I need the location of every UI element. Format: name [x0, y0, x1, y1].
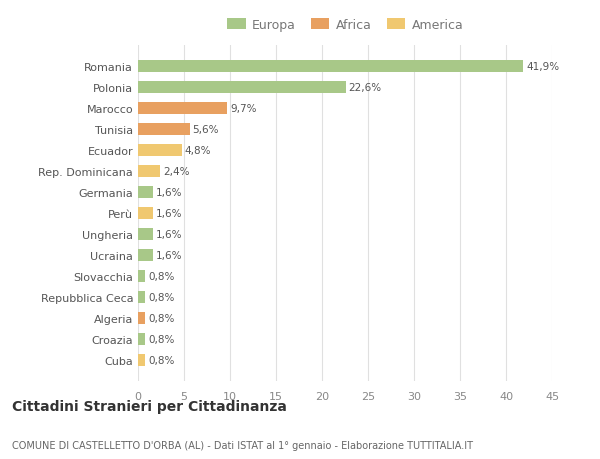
Bar — [138, 229, 153, 240]
Text: 4,8%: 4,8% — [185, 146, 211, 156]
Bar — [138, 270, 145, 282]
Text: 41,9%: 41,9% — [526, 62, 559, 72]
Legend: Europa, Africa, America: Europa, Africa, America — [227, 19, 463, 32]
Bar — [138, 333, 145, 345]
Bar — [138, 166, 160, 177]
Bar — [138, 103, 227, 114]
Bar — [138, 124, 190, 135]
Bar — [138, 145, 182, 157]
Bar — [138, 354, 145, 366]
Text: 0,8%: 0,8% — [148, 292, 175, 302]
Text: 2,4%: 2,4% — [163, 167, 190, 177]
Text: 9,7%: 9,7% — [230, 104, 257, 114]
Bar — [138, 250, 153, 261]
Bar — [138, 187, 153, 198]
Bar — [138, 61, 523, 73]
Bar — [138, 82, 346, 94]
Text: 0,8%: 0,8% — [148, 313, 175, 323]
Text: 1,6%: 1,6% — [155, 188, 182, 197]
Bar — [138, 313, 145, 324]
Bar — [138, 207, 153, 219]
Bar — [138, 291, 145, 303]
Text: 1,6%: 1,6% — [155, 208, 182, 218]
Text: 1,6%: 1,6% — [155, 250, 182, 260]
Text: 1,6%: 1,6% — [155, 230, 182, 239]
Text: 0,8%: 0,8% — [148, 271, 175, 281]
Text: COMUNE DI CASTELLETTO D'ORBA (AL) - Dati ISTAT al 1° gennaio - Elaborazione TUTT: COMUNE DI CASTELLETTO D'ORBA (AL) - Dati… — [12, 440, 473, 450]
Text: Cittadini Stranieri per Cittadinanza: Cittadini Stranieri per Cittadinanza — [12, 399, 287, 413]
Text: 22,6%: 22,6% — [349, 83, 382, 93]
Text: 5,6%: 5,6% — [192, 125, 219, 134]
Text: 0,8%: 0,8% — [148, 355, 175, 365]
Text: 0,8%: 0,8% — [148, 334, 175, 344]
